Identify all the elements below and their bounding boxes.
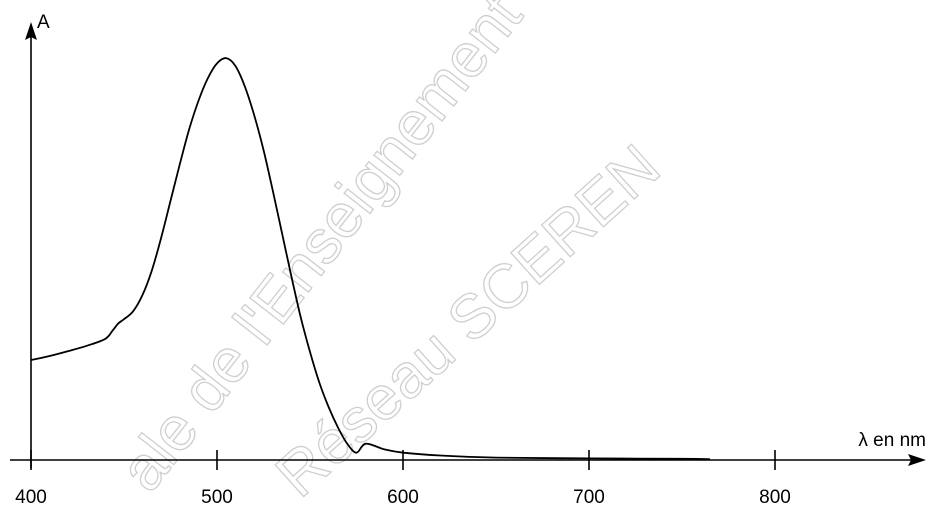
absorbance-curve-0	[30, 57, 710, 461]
x-tick-label-500: 500	[201, 487, 233, 506]
series-group	[30, 57, 710, 461]
x-tick-label-400: 400	[15, 487, 47, 506]
x-tick-label-800: 800	[759, 487, 791, 506]
x-axis-arrow-icon	[908, 454, 926, 466]
watermark: ale de l'Enseignement P Réseau SCEREN	[106, 0, 674, 506]
y-axis: A	[25, 12, 50, 468]
x-axis-label: λ en nm	[858, 430, 926, 451]
y-axis-label: A	[37, 12, 50, 33]
y-axis-arrow-icon	[25, 22, 37, 40]
x-tick-label-600: 600	[387, 487, 419, 506]
x-axis: λ en nm 400 500 600 700 800	[10, 430, 926, 506]
x-tick-label-700: 700	[573, 487, 605, 506]
x-axis-ticks: 400 500 600 700 800	[15, 450, 791, 506]
